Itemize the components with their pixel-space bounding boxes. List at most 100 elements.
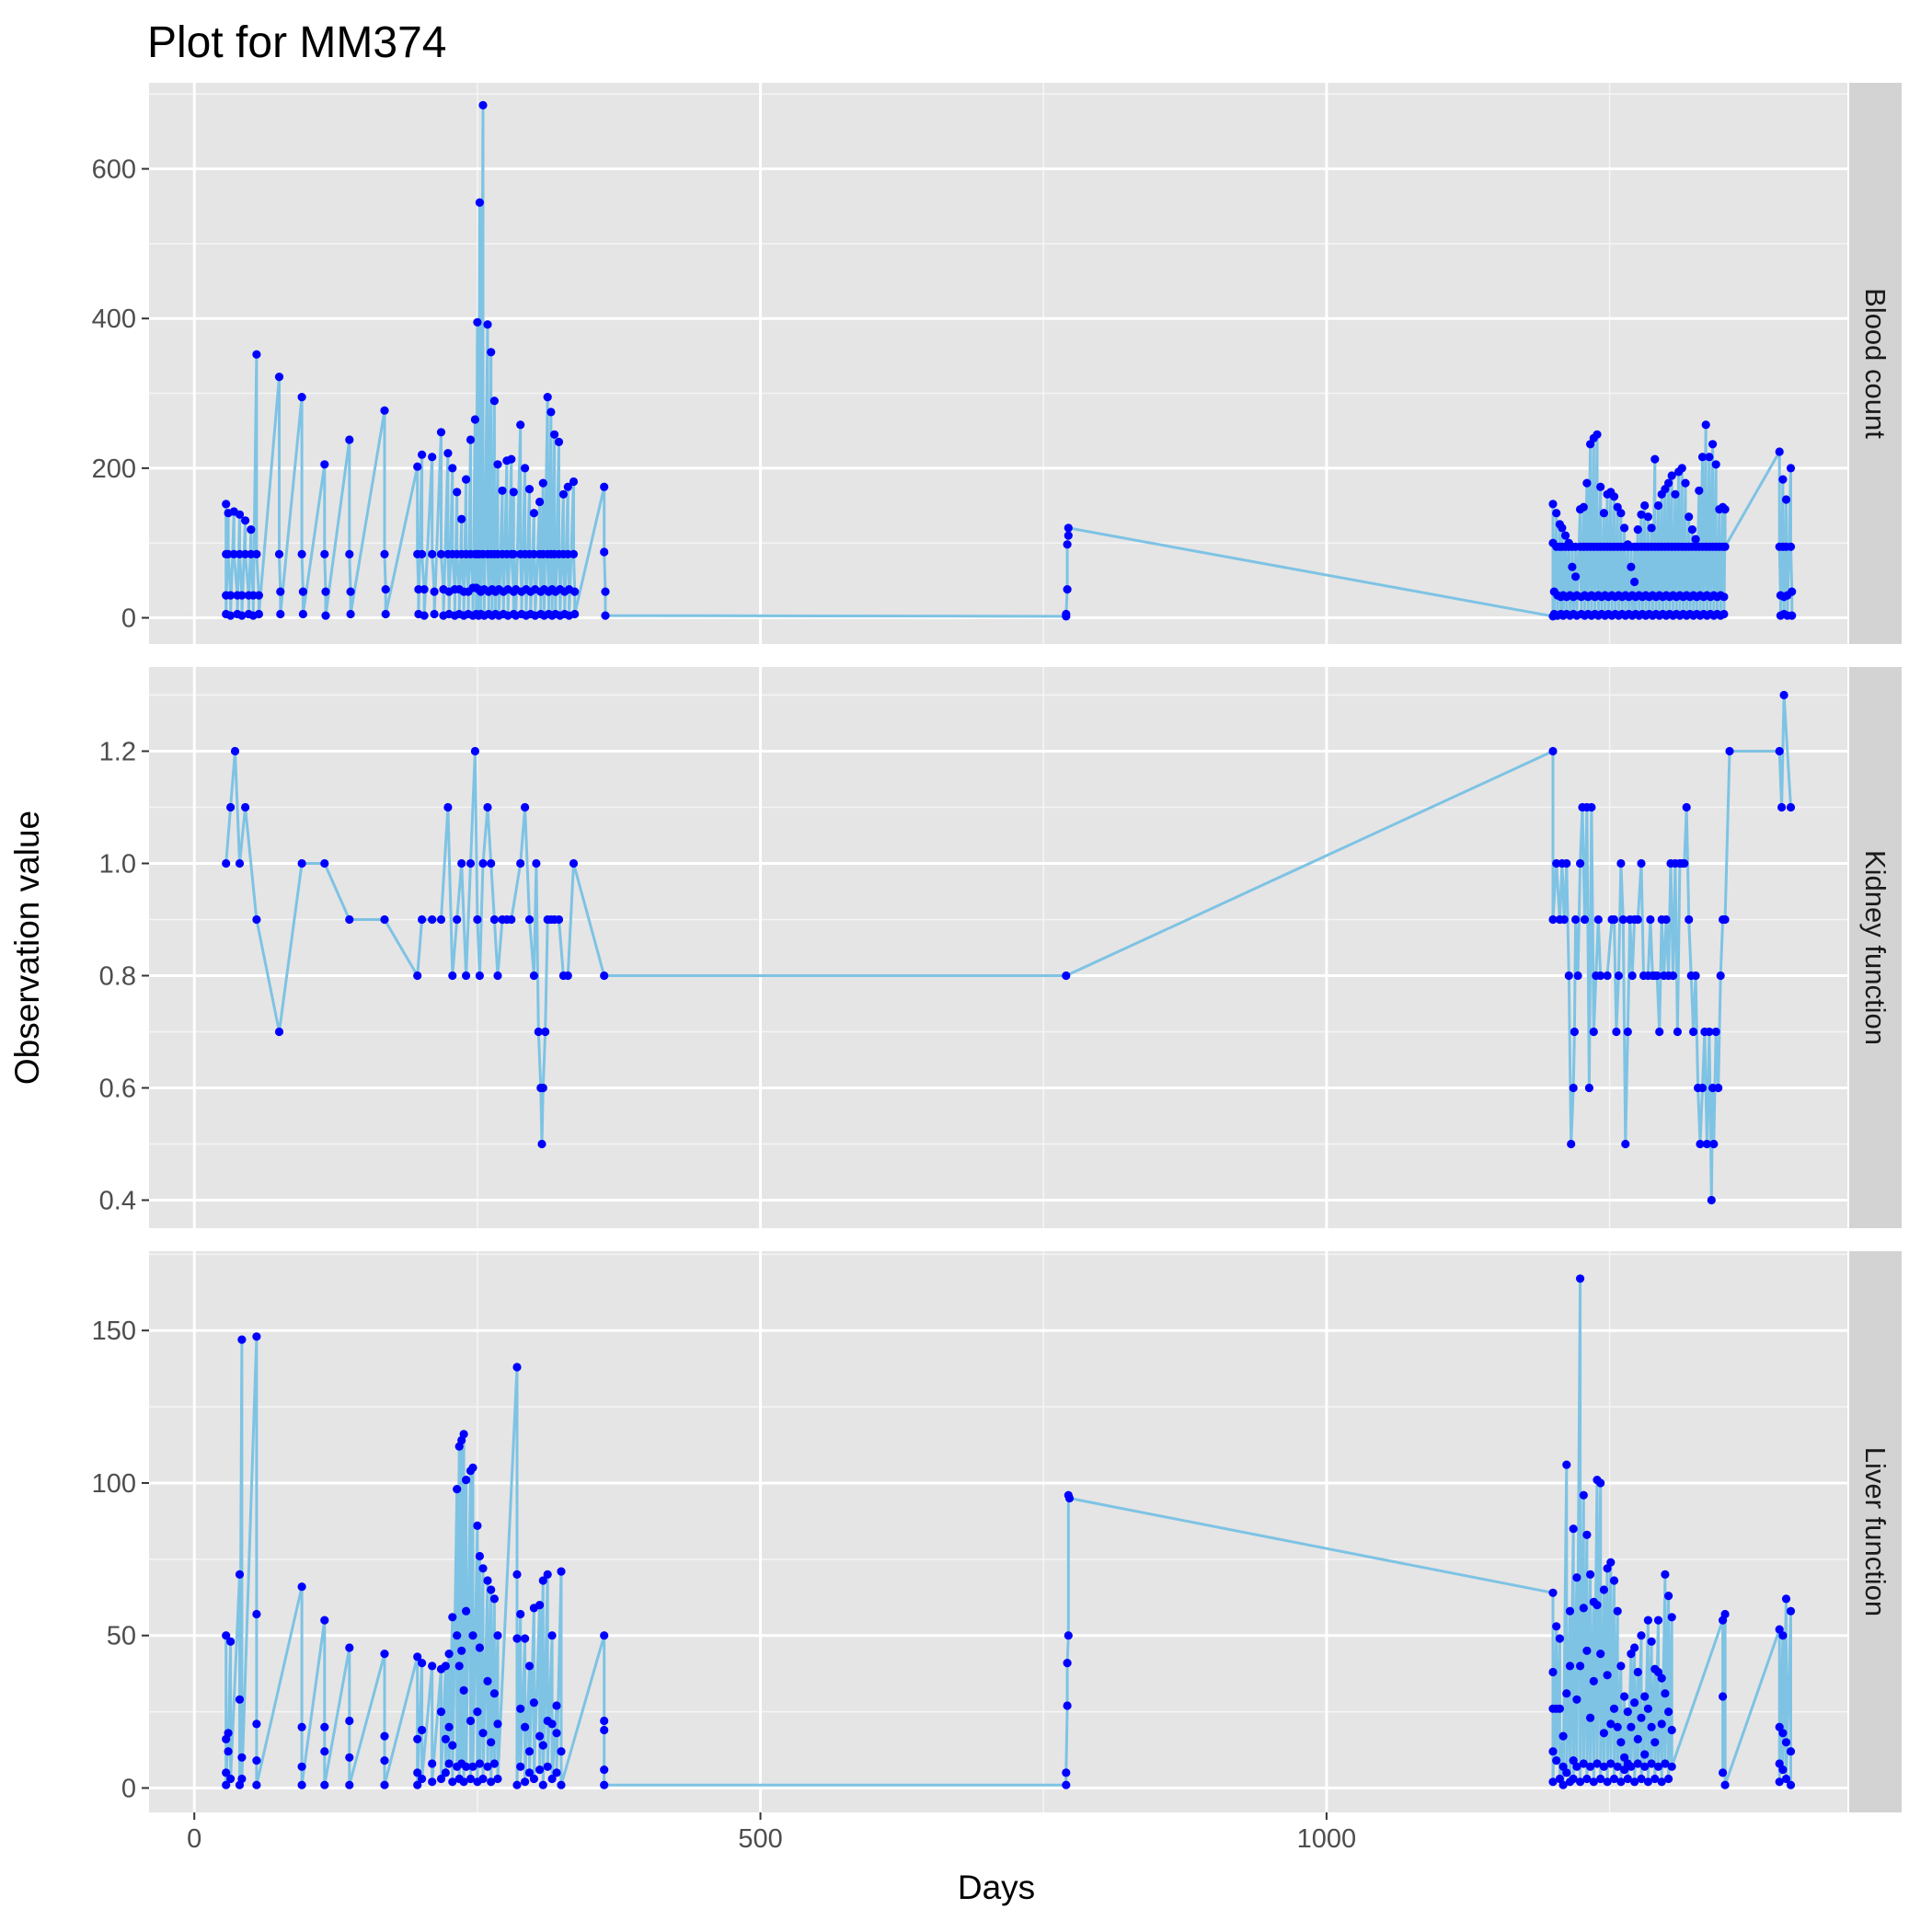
data-point <box>521 1777 530 1787</box>
data-point <box>1640 1750 1650 1759</box>
data-point <box>418 1774 427 1784</box>
data-point <box>1664 1592 1673 1601</box>
data-point <box>241 516 250 525</box>
data-point <box>1555 1704 1564 1713</box>
data-point <box>1661 1570 1670 1579</box>
data-point <box>1786 464 1796 473</box>
data-point <box>1716 971 1725 981</box>
data-point <box>1613 1762 1622 1771</box>
data-point <box>1637 1713 1646 1722</box>
data-point <box>320 1616 329 1625</box>
data-point <box>320 1747 329 1756</box>
data-point <box>489 397 500 406</box>
data-point <box>493 1774 502 1784</box>
data-point <box>1719 592 1729 602</box>
data-point <box>1612 1027 1621 1037</box>
data-point <box>418 1659 427 1668</box>
data-point <box>473 914 482 925</box>
data-point <box>1668 971 1678 981</box>
panel-1: 0.4 0.6 0.8 1.0 1.2 Kidney function <box>99 667 1902 1228</box>
data-point <box>1558 1780 1568 1789</box>
data-point <box>321 587 330 596</box>
data-point <box>254 591 263 600</box>
data-point <box>1781 495 1791 504</box>
data-point <box>1552 1756 1561 1765</box>
data-point <box>1564 971 1573 981</box>
data-point <box>1623 1708 1632 1717</box>
data-point <box>473 1521 482 1530</box>
data-point <box>489 1759 500 1768</box>
data-point <box>345 1643 354 1652</box>
data-point <box>1609 914 1619 925</box>
data-point <box>222 858 231 868</box>
data-point <box>1627 1762 1636 1771</box>
data-point <box>1062 1780 1071 1789</box>
data-point <box>1558 1731 1568 1741</box>
data-point <box>512 1570 522 1579</box>
data-point <box>601 587 610 596</box>
data-point <box>345 1780 354 1789</box>
data-point <box>453 914 462 925</box>
y-tick-label: 600 <box>92 155 136 185</box>
data-point <box>1582 1774 1592 1784</box>
data-point <box>493 460 502 469</box>
data-point <box>1661 1689 1670 1698</box>
x-tick-label: 1000 <box>1297 1824 1357 1854</box>
series-points <box>222 1274 1796 1789</box>
data-point <box>441 1734 450 1743</box>
data-point <box>1609 1576 1619 1585</box>
data-point <box>563 971 572 981</box>
data-point <box>529 509 539 518</box>
data-point <box>1697 453 1708 462</box>
data-point <box>1548 914 1558 925</box>
data-point <box>1719 1768 1728 1777</box>
data-point <box>1567 1139 1576 1149</box>
data-point <box>1695 486 1704 495</box>
data-point <box>1548 1667 1558 1677</box>
data-point <box>1667 1613 1676 1622</box>
data-point <box>1786 1747 1796 1756</box>
data-point <box>558 489 569 499</box>
data-point <box>436 1708 446 1717</box>
data-point <box>1614 971 1623 981</box>
data-point <box>1643 1704 1652 1713</box>
data-point <box>235 1695 245 1704</box>
data-point <box>489 914 500 925</box>
data-point <box>1652 971 1662 981</box>
data-point <box>1548 746 1558 756</box>
data-point <box>1719 609 1729 619</box>
data-point <box>1589 1027 1598 1037</box>
data-point <box>381 585 390 594</box>
data-point <box>1637 858 1646 868</box>
data-point <box>428 1759 437 1768</box>
data-point <box>1589 1777 1598 1787</box>
data-point <box>443 802 453 812</box>
data-point <box>1630 1643 1639 1652</box>
data-point <box>1720 542 1730 551</box>
data-point <box>1548 500 1558 509</box>
data-point <box>380 1756 389 1765</box>
data-point <box>462 971 471 981</box>
data-point <box>1682 802 1691 812</box>
data-point <box>550 430 559 439</box>
data-point <box>1691 535 1700 544</box>
data-point <box>1572 1762 1581 1771</box>
data-point <box>1633 914 1642 925</box>
data-point <box>487 348 496 357</box>
data-point <box>413 1734 422 1743</box>
data-point <box>1701 420 1710 430</box>
data-point <box>1558 523 1567 533</box>
data-point <box>1643 1777 1652 1787</box>
data-point <box>1786 542 1796 551</box>
data-point <box>1603 1671 1612 1680</box>
data-point <box>1064 1631 1073 1640</box>
data-point <box>512 1363 522 1372</box>
data-point <box>478 1729 488 1738</box>
data-point <box>1562 1460 1571 1469</box>
data-point <box>252 914 261 925</box>
data-point <box>1640 1692 1650 1701</box>
data-point <box>600 1725 609 1735</box>
data-point <box>1569 1756 1578 1765</box>
data-point <box>237 591 247 600</box>
data-point <box>543 1762 552 1771</box>
